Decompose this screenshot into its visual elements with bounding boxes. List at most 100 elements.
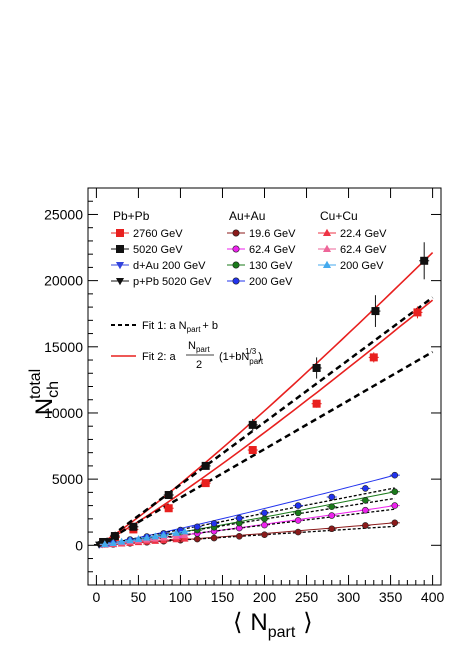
legend-fit2-paren-sup: 1/3 xyxy=(245,347,257,356)
x-tick-label: 350 xyxy=(379,589,403,605)
data-point xyxy=(328,512,336,519)
y-tick-label: 0 xyxy=(75,537,83,553)
data-point xyxy=(201,461,210,470)
data-point xyxy=(172,528,181,536)
data-point xyxy=(261,531,268,539)
legend-marker xyxy=(232,245,240,253)
legend-fit2-paren: (1+bN xyxy=(219,351,249,363)
legend-marker xyxy=(116,229,124,237)
legend-entry-pb5020: 5020 GeV xyxy=(111,244,183,256)
legend-label: d+Au 200 GeV xyxy=(133,260,206,272)
legend-group-cucu: Cu+Cu xyxy=(320,209,358,223)
data-point xyxy=(420,256,429,265)
data-point xyxy=(109,539,118,546)
plot-area: 0 50 100 150 200 250 300 350 400 0 5000 10000 15000… xyxy=(44,187,445,605)
data-point xyxy=(261,515,268,523)
legend-label: 5020 GeV xyxy=(133,244,183,256)
series-au62 xyxy=(108,502,400,547)
legend-marker xyxy=(116,245,124,253)
data-point xyxy=(180,531,189,539)
y-tick-label: 20000 xyxy=(44,273,83,289)
data-point xyxy=(328,503,336,510)
series-layer xyxy=(93,242,430,549)
data-point xyxy=(261,521,268,529)
data-point xyxy=(328,493,336,501)
x-tick-label: 0 xyxy=(93,589,101,605)
data-point xyxy=(100,540,109,548)
data-point xyxy=(142,533,151,541)
legend-label: 62.4 GeV xyxy=(249,244,296,256)
legend-entry-au130: 130 GeV xyxy=(227,260,293,272)
fit1-line xyxy=(102,296,434,543)
data-point xyxy=(371,307,380,316)
legend-marker xyxy=(322,260,332,269)
legend: 2760 GeV 5020 GeV d+Au 200 GeV p+Pb 5020 Ge… xyxy=(111,228,387,288)
data-point xyxy=(201,479,210,488)
x-tick-label: 200 xyxy=(253,589,277,605)
data-point xyxy=(235,533,243,540)
data-point xyxy=(312,363,321,372)
x-axis-title-sub: part xyxy=(268,624,296,641)
data-point xyxy=(391,519,399,527)
svg-text:Npart: Npart xyxy=(188,340,211,354)
legend-entry-cu22: 22.4 GeV xyxy=(318,228,387,240)
y-axis: 0 5000 10000 15000 20000 25000 xyxy=(44,200,441,573)
legend-marker xyxy=(115,277,125,286)
data-point xyxy=(369,353,378,362)
y-axis-title: Nchtotal xyxy=(27,369,62,416)
x-axis-title-right: ⟩ xyxy=(303,609,312,636)
data-point xyxy=(413,308,422,317)
y-tick-label: 25000 xyxy=(44,206,83,222)
svg-text:⟨Npart⟩: ⟨ Npart ⟩ xyxy=(233,609,313,641)
data-point xyxy=(362,506,369,514)
data-point xyxy=(164,504,173,513)
data-point xyxy=(151,532,160,540)
data-point xyxy=(362,522,369,529)
legend-entry-pb2760: 2760 GeV xyxy=(111,228,183,240)
legend-marker xyxy=(115,261,125,270)
legend-label: 200 GeV xyxy=(340,260,384,272)
data-point xyxy=(129,522,138,531)
data-point xyxy=(117,537,126,545)
x-tick-label: 400 xyxy=(421,589,445,605)
legend-marker xyxy=(322,228,332,237)
legend-label: 62.4 GeV xyxy=(340,244,387,256)
legend-fit1-sub: part xyxy=(187,325,202,334)
legend-entry-cu200: 200 GeV xyxy=(318,260,384,272)
legend-label: 2760 GeV xyxy=(133,228,183,240)
data-point xyxy=(328,525,336,533)
x-tick-label: 100 xyxy=(169,589,193,605)
y-tick-label: 15000 xyxy=(44,339,83,355)
x-axis: 0 50 100 150 200 250 300 350 400 xyxy=(93,188,445,605)
fit2-curve xyxy=(113,474,395,544)
data-point xyxy=(193,523,201,531)
data-point xyxy=(210,534,218,542)
y-tick-label: 5000 xyxy=(52,471,83,487)
legend-marker xyxy=(232,261,240,269)
legend-fit1-label: Fit 1: a N xyxy=(142,320,187,332)
legend-entry-au200: 200 GeV xyxy=(227,276,293,288)
legend-entry-ppb: p+Pb 5020 GeV xyxy=(111,276,212,288)
fit1-line xyxy=(102,350,434,544)
fit-lines xyxy=(102,252,434,546)
legend-entry-cu62: 62.4 GeV xyxy=(318,244,387,256)
data-point xyxy=(180,534,189,542)
legend-label: 200 GeV xyxy=(249,276,293,288)
data-point xyxy=(164,491,173,500)
data-point xyxy=(126,536,134,544)
fit2-curve xyxy=(102,252,434,543)
legend-marker xyxy=(232,229,240,237)
legend-fit2-num: N xyxy=(188,340,196,352)
legend-marker xyxy=(232,277,240,285)
data-point xyxy=(294,509,302,517)
data-point xyxy=(134,535,143,542)
series-cu200 xyxy=(99,527,190,548)
data-point xyxy=(248,420,257,429)
y-tick-label: 10000 xyxy=(44,405,83,421)
data-point xyxy=(180,527,189,535)
data-point xyxy=(248,446,257,455)
data-point xyxy=(294,517,302,524)
legend-group-pbpb: Pb+Pb xyxy=(113,209,150,223)
y-axis-title-sup: total xyxy=(27,369,44,399)
